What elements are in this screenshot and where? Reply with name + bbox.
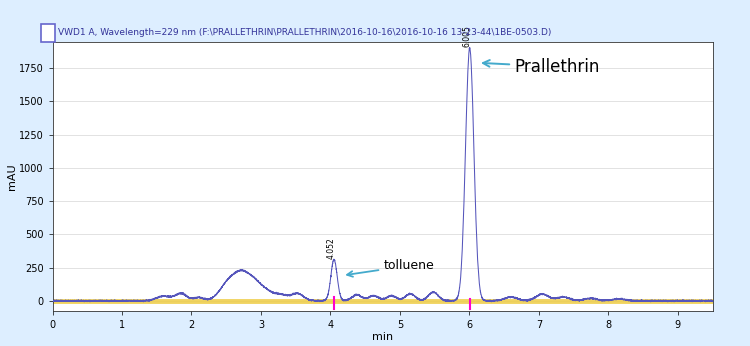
Text: VWD1 A, Wavelength=229 nm (F:\PRALLETHRIN\PRALLETHRIN\2016-10-16\2016-10-16 13-2: VWD1 A, Wavelength=229 nm (F:\PRALLETHRI… xyxy=(58,28,552,37)
Text: tolluene: tolluene xyxy=(347,259,435,277)
Text: Prallethrin: Prallethrin xyxy=(483,58,600,76)
Y-axis label: mAU: mAU xyxy=(8,163,17,190)
Text: 6.005: 6.005 xyxy=(463,25,472,47)
X-axis label: min: min xyxy=(372,332,393,342)
Text: 4.052: 4.052 xyxy=(327,237,336,259)
